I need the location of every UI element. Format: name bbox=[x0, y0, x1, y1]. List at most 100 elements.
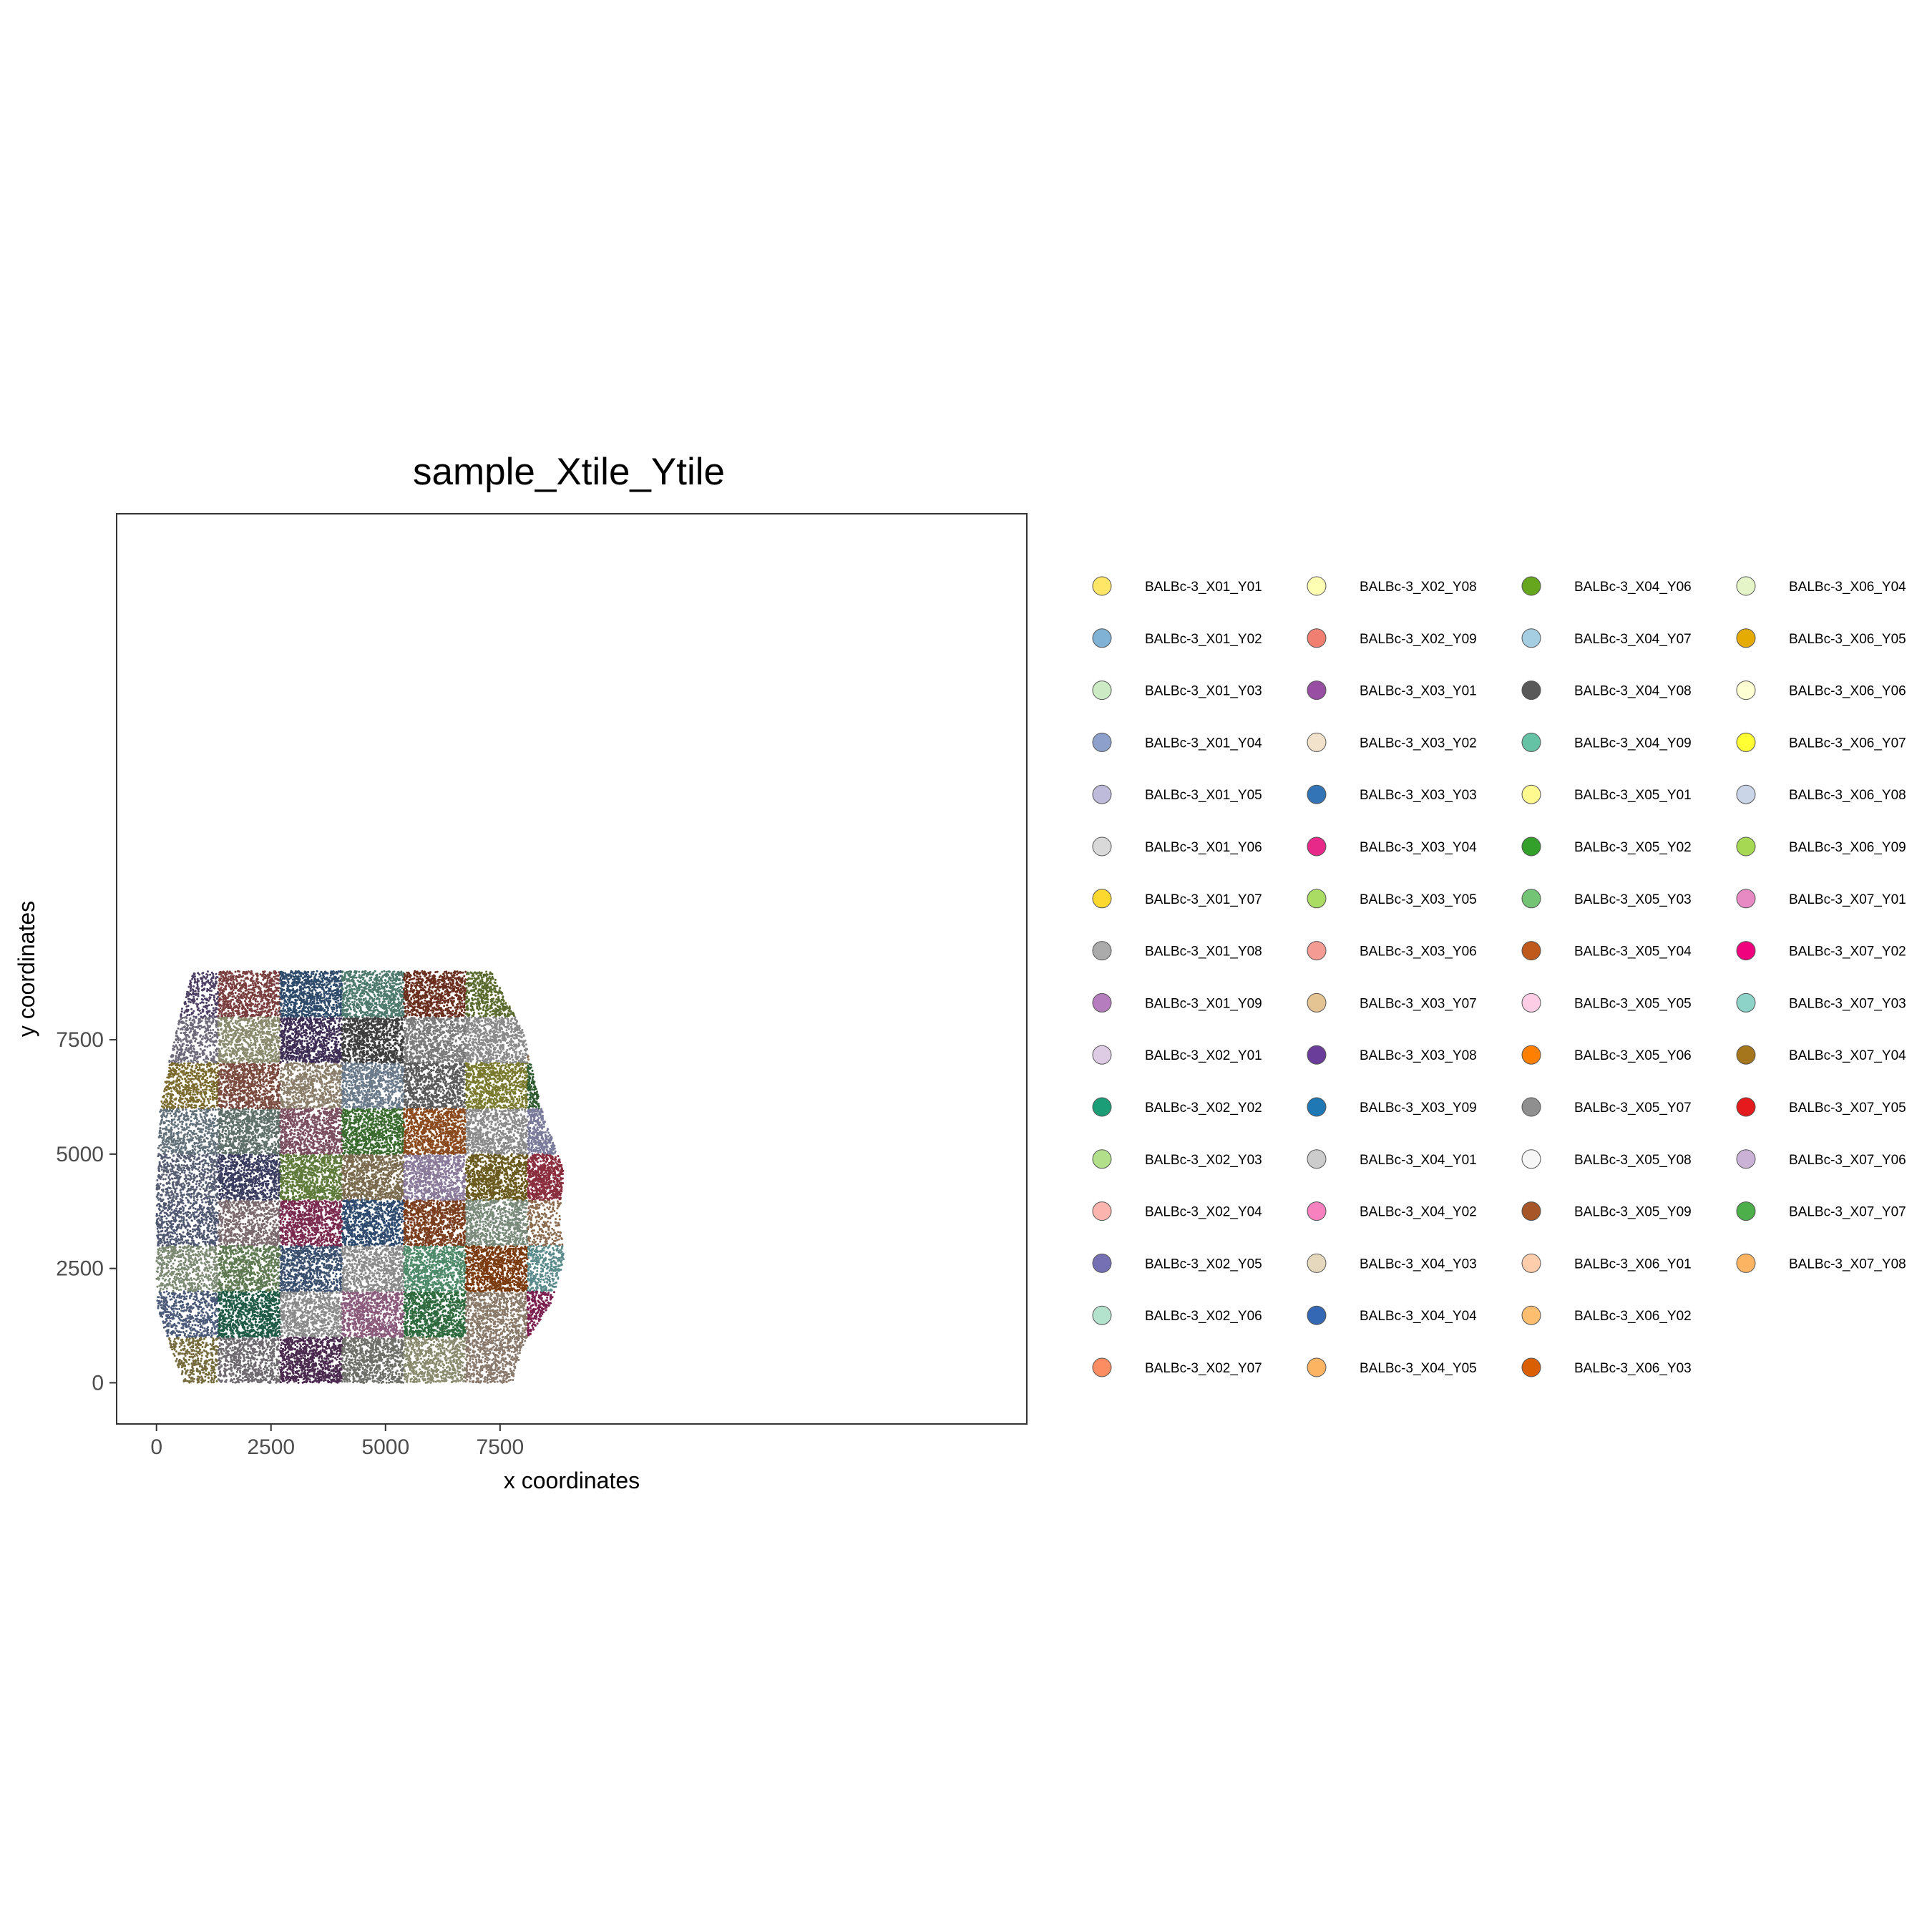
scatter-point bbox=[164, 1263, 166, 1265]
scatter-point bbox=[215, 1247, 217, 1249]
scatter-point bbox=[205, 1373, 208, 1375]
scatter-point bbox=[186, 1241, 188, 1244]
scatter-point bbox=[171, 1346, 173, 1348]
scatter-point bbox=[207, 1312, 209, 1314]
scatter-point bbox=[161, 1296, 163, 1298]
scatter-point bbox=[201, 1262, 203, 1264]
scatter-point bbox=[194, 1211, 196, 1214]
scatter-point bbox=[182, 1231, 185, 1234]
scatter-point bbox=[175, 1207, 177, 1209]
scatter-point bbox=[176, 1236, 178, 1238]
scatter-point bbox=[215, 1315, 218, 1317]
scatter-point bbox=[179, 1201, 181, 1204]
scatter-point bbox=[158, 1224, 160, 1226]
scatter-point bbox=[164, 1307, 166, 1309]
scatter-point bbox=[216, 1380, 218, 1382]
scatter-point bbox=[197, 1266, 200, 1268]
scatter-point bbox=[197, 1219, 200, 1221]
scatter-point bbox=[197, 1221, 200, 1224]
scatter-point bbox=[211, 1335, 213, 1337]
scatter-point bbox=[208, 1223, 210, 1225]
scatter-point bbox=[165, 1299, 167, 1302]
scatter-point bbox=[212, 1343, 214, 1345]
scatter-point bbox=[190, 1380, 192, 1382]
scatter-point bbox=[198, 1253, 200, 1255]
scatter-point bbox=[156, 1224, 158, 1226]
scatter-point bbox=[202, 1279, 204, 1282]
scatter-point bbox=[188, 1323, 190, 1325]
scatter-point bbox=[177, 1366, 180, 1368]
scatter-point bbox=[203, 1319, 205, 1322]
scatter-point bbox=[216, 1219, 218, 1221]
scatter-point bbox=[180, 1264, 182, 1266]
scatter-point bbox=[192, 1231, 194, 1233]
scatter-point bbox=[179, 1313, 181, 1315]
scatter-point bbox=[193, 1363, 195, 1365]
scatter-point bbox=[183, 1275, 185, 1277]
scatter-point bbox=[162, 1304, 165, 1306]
scatter-point bbox=[205, 1274, 208, 1276]
scatter-point bbox=[162, 1259, 164, 1262]
scatter-point bbox=[188, 1216, 190, 1219]
scatter-point bbox=[202, 1208, 204, 1210]
scatter-point bbox=[165, 1241, 167, 1244]
scatter-point bbox=[184, 1261, 186, 1263]
scatter-point bbox=[181, 1323, 183, 1325]
scatter-point bbox=[211, 1242, 213, 1244]
scatter-point bbox=[162, 1227, 164, 1229]
scatter-point bbox=[212, 1340, 214, 1342]
scatter-point bbox=[177, 1362, 180, 1365]
scatter-point bbox=[157, 1236, 159, 1239]
scatter-point bbox=[214, 1235, 216, 1237]
scatter-point bbox=[189, 1272, 191, 1274]
scatter-point bbox=[209, 1284, 211, 1286]
scatter-point bbox=[181, 1373, 183, 1375]
scatter-point bbox=[189, 1230, 191, 1232]
scatter-point bbox=[202, 1312, 204, 1314]
scatter-point bbox=[197, 1288, 200, 1290]
scatter-point bbox=[214, 1375, 216, 1377]
scatter-point bbox=[172, 1252, 175, 1254]
scatter-point bbox=[211, 1284, 213, 1287]
scatter-point bbox=[174, 1332, 176, 1334]
scatter-point bbox=[159, 1275, 161, 1277]
scatter-point bbox=[183, 1172, 185, 1174]
scatter-point bbox=[187, 1225, 190, 1227]
scatter-point bbox=[166, 1257, 168, 1259]
scatter-point bbox=[158, 1214, 160, 1216]
scatter-point bbox=[198, 1312, 200, 1314]
scatter-point bbox=[204, 1362, 206, 1364]
scatter-point bbox=[165, 1221, 167, 1223]
scatter-point bbox=[175, 1244, 177, 1246]
scatter-point bbox=[195, 1268, 197, 1270]
scatter-point bbox=[195, 1347, 197, 1350]
scatter-point bbox=[169, 1273, 171, 1275]
scatter-point bbox=[197, 1362, 199, 1364]
scatter-point bbox=[161, 1307, 163, 1309]
scatter-point bbox=[192, 1357, 194, 1359]
scatter-point bbox=[196, 1297, 198, 1299]
scatter-point bbox=[157, 1217, 160, 1219]
scatter-point bbox=[173, 1219, 175, 1221]
tile-point-group bbox=[156, 1290, 219, 1338]
scatter-point bbox=[210, 1272, 212, 1274]
scatter-point bbox=[201, 1199, 203, 1201]
scatter-point bbox=[162, 1267, 165, 1269]
scatter-point bbox=[170, 1226, 172, 1229]
scatter-point bbox=[184, 1298, 186, 1300]
scatter-point bbox=[204, 1346, 206, 1348]
scatter-point bbox=[172, 1343, 175, 1345]
scatter-point bbox=[203, 1262, 205, 1264]
scatter-point bbox=[207, 1216, 209, 1218]
scatter-point bbox=[171, 1243, 173, 1245]
scatter-point bbox=[187, 1363, 190, 1365]
scatter-point bbox=[209, 1211, 211, 1214]
tile-point-group bbox=[155, 1199, 219, 1246]
scatter-point bbox=[170, 1206, 172, 1209]
scatter-point bbox=[191, 1377, 193, 1379]
scatter-point bbox=[203, 1372, 205, 1374]
scatter-point bbox=[172, 1318, 174, 1320]
scatter-point bbox=[194, 1259, 196, 1262]
scatter-point bbox=[213, 1349, 215, 1351]
scatter-point bbox=[183, 1307, 185, 1309]
